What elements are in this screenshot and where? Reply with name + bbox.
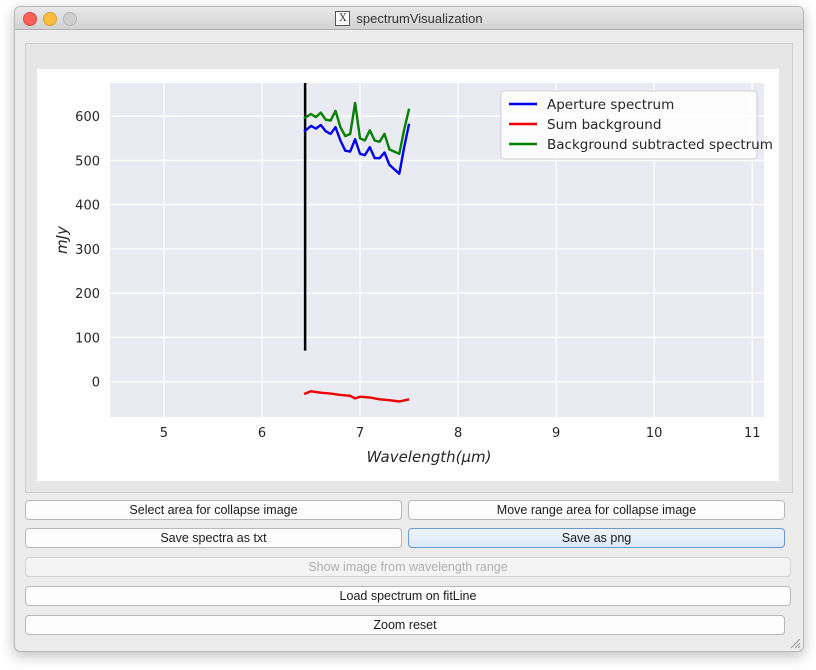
x11-icon: X [335, 10, 351, 26]
x-tick-label: 10 [646, 426, 663, 441]
select-area-button[interactable]: Select area for collapse image [25, 500, 402, 520]
x-tick-label: 5 [160, 426, 168, 441]
zoom-reset-button[interactable]: Zoom reset [25, 615, 785, 635]
x-tick-label: 7 [356, 426, 364, 441]
window-title: spectrumVisualization [356, 10, 483, 26]
load-spectrum-button[interactable]: Load spectrum on fitLine [25, 586, 791, 606]
title-bar: X spectrumVisualization [15, 7, 803, 30]
spectrum-plot[interactable]: 5 6 7 8 9 10 11 0 100 200 300 400 500 600 Wavelength(μ… [37, 69, 779, 481]
x-tick-label: 11 [744, 426, 761, 441]
resize-grip-icon[interactable] [789, 637, 801, 649]
series-line [303, 390, 410, 403]
y-tick-label: 100 [75, 331, 100, 346]
save-png-button[interactable]: Save as png [408, 528, 785, 548]
legend-label: Background subtracted spectrum [547, 137, 773, 153]
legend-label: Sum background [547, 117, 661, 133]
x-tick-label: 6 [258, 426, 266, 441]
legend-label: Aperture spectrum [547, 97, 674, 113]
move-range-button[interactable]: Move range area for collapse image [408, 500, 785, 520]
window-title-group: X spectrumVisualization [15, 7, 803, 29]
legend-box [500, 90, 758, 160]
y-tick-label: 300 [75, 243, 100, 258]
minimize-window-button[interactable] [43, 12, 57, 26]
app-window: X spectrumVisualization 5 6 7 8 9 10 11 0 100 200… [14, 6, 804, 652]
spectrum-chart[interactable]: 5 6 7 8 9 10 11 0 100 200 300 400 500 600 Wavelength(μ… [37, 69, 779, 481]
y-tick-label: 500 [75, 154, 100, 169]
y-tick-label: 400 [75, 199, 100, 214]
series-line [303, 101, 411, 156]
x-axis-label: Wavelength(μm) [367, 448, 492, 466]
x-tick-label: 8 [454, 426, 462, 441]
series-line [303, 123, 411, 175]
y-axis-label: mJy [53, 225, 71, 254]
close-window-button[interactable] [23, 12, 37, 26]
x-tick-label: 9 [552, 426, 560, 441]
y-tick-label: 0 [92, 376, 100, 391]
zoom-window-button[interactable] [63, 12, 77, 26]
save-txt-button[interactable]: Save spectra as txt [25, 528, 402, 548]
y-tick-label: 600 [75, 110, 100, 125]
y-tick-label: 200 [75, 287, 100, 302]
show-image-button[interactable]: Show image from wavelength range [25, 557, 791, 577]
